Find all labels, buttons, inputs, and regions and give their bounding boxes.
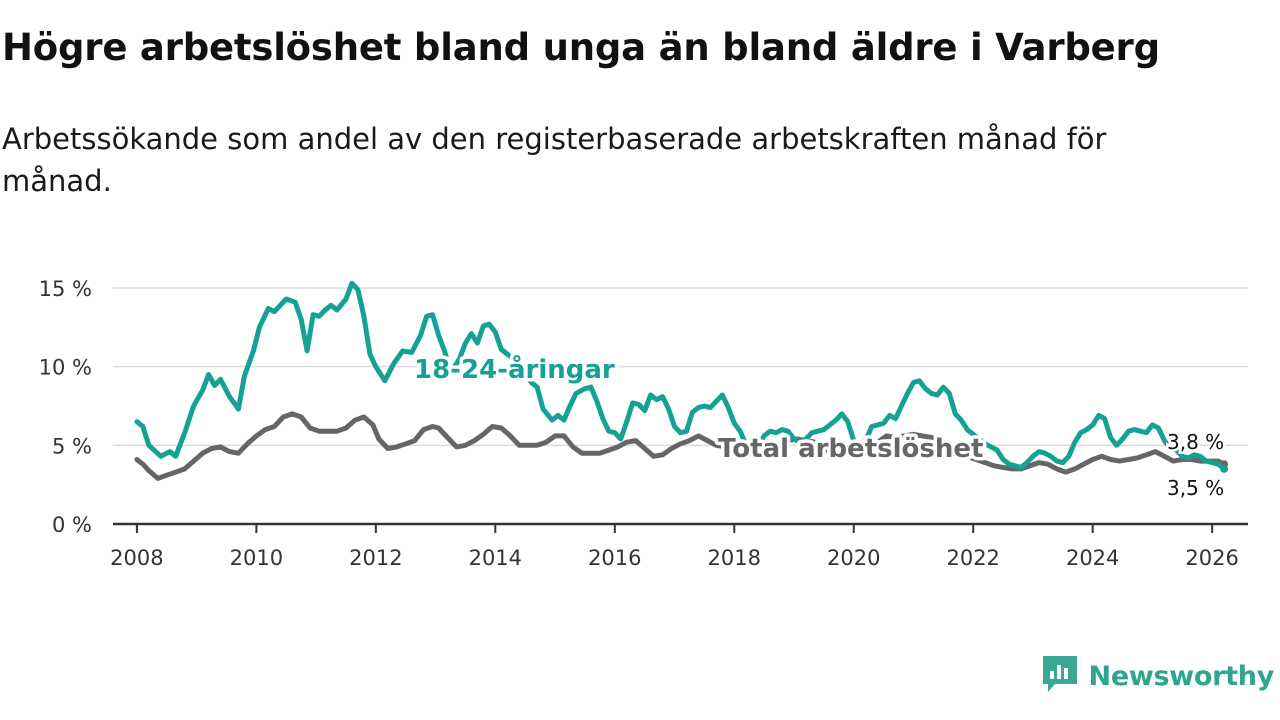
gridlines — [113, 287, 1248, 447]
y-tick-label: 5 % — [52, 434, 92, 458]
x-tick-label: 2026 — [1185, 546, 1238, 570]
series-label-youth: 18-24-åringar — [414, 353, 615, 385]
x-tick-label: 2010 — [230, 546, 283, 570]
x-tick-label: 2018 — [708, 546, 761, 570]
x-tick-label: 2024 — [1066, 546, 1119, 570]
y-tick-label: 0 % — [52, 513, 92, 537]
axes: 0 % 5 % 10 % 15 % 2008 2010 2012 2014 2016 2018 20… — [39, 277, 1248, 570]
x-tick-label: 2016 — [588, 546, 641, 570]
series-line-total — [134, 411, 1227, 481]
series-label-total: Total arbetslöshet — [718, 434, 983, 464]
brand-name: Newsworthy — [1088, 660, 1275, 692]
newsworthy-logo-icon — [1041, 654, 1079, 698]
x-tick-label: 2022 — [946, 546, 999, 570]
brand: Newsworthy — [1041, 654, 1274, 698]
y-tick-label: 15 % — [39, 277, 92, 301]
series-lines — [134, 280, 1229, 481]
end-value-label-youth: 3,5 % — [1167, 476, 1224, 500]
series-line-youth — [134, 280, 1227, 472]
x-tick-label: 2020 — [827, 546, 880, 570]
x-tick-label: 2008 — [110, 546, 163, 570]
end-value-label-total: 3,8 % — [1167, 430, 1224, 454]
chart-title: Högre arbetslöshet bland unga än bland ä… — [2, 26, 1160, 69]
y-tick-label: 10 % — [39, 356, 92, 380]
chart-subtitle: Arbetssökande som andel av den registerb… — [2, 122, 1107, 198]
series-endpoint — [1220, 464, 1229, 473]
series-labels: 18-24-åringar Total arbetslöshet 3,8 % 3,5 … — [411, 350, 1227, 503]
x-tick-label: 2012 — [349, 546, 402, 570]
x-tick-label: 2014 — [469, 546, 522, 570]
